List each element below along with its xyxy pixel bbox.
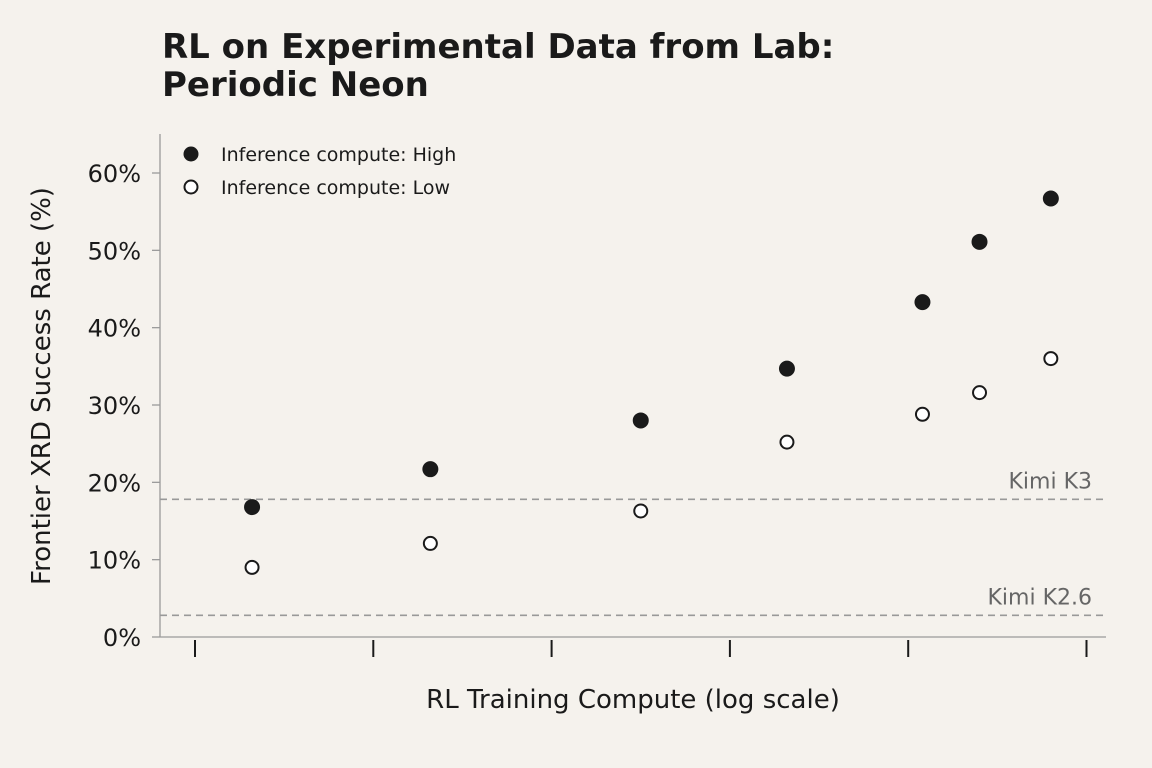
y-tick-label: 20% <box>88 469 141 497</box>
data-point-low <box>914 406 930 422</box>
data-point-high <box>778 360 795 377</box>
y-tick-label: 10% <box>88 547 141 575</box>
y-tick-label: 50% <box>88 237 141 265</box>
y-axis-label: Frontier XRD Success Rate (%) <box>27 187 57 585</box>
data-point-low <box>972 385 988 401</box>
data-point-high <box>914 294 931 311</box>
legend-label: Inference compute: High <box>221 144 456 166</box>
legend: Inference compute: High Inference compute… <box>183 144 456 199</box>
data-point-high <box>244 499 261 516</box>
data-point-low <box>633 503 649 519</box>
y-tick-label: 60% <box>88 160 141 188</box>
reference-lines: Kimi K3 Kimi K2.6 <box>160 469 1106 617</box>
data-point-low <box>779 434 795 450</box>
x-ticks <box>194 640 1088 657</box>
data-point-high <box>971 233 988 250</box>
legend-marker-hollow <box>183 179 199 195</box>
legend-marker-filled <box>183 146 199 162</box>
y-tick-label: 40% <box>88 315 141 343</box>
data-point-low <box>1043 351 1059 367</box>
chart-title-line-1: RL on Experimental Data from Lab: <box>162 27 835 67</box>
y-ticks: 0% 10% 20% 30% 40% 50% 60% <box>88 160 160 652</box>
y-tick-label: 30% <box>88 392 141 420</box>
reference-line-label: Kimi K3 <box>1009 469 1093 494</box>
y-tick-label: 0% <box>103 624 141 652</box>
data-point-high <box>422 461 439 478</box>
x-axis-label: RL Training Compute (log scale) <box>426 685 840 715</box>
data-point-high <box>1042 190 1059 207</box>
data-point-low <box>422 535 438 551</box>
chart-title-line-2: Periodic Neon <box>162 65 429 105</box>
data-point-low <box>244 559 260 575</box>
data-points <box>244 190 1059 575</box>
reference-line-label: Kimi K2.6 <box>988 585 1093 610</box>
data-point-high <box>632 412 649 429</box>
axes <box>159 134 1106 638</box>
legend-label: Inference compute: Low <box>221 177 450 199</box>
chart-title: RL on Experimental Data from Lab: Period… <box>162 28 834 104</box>
